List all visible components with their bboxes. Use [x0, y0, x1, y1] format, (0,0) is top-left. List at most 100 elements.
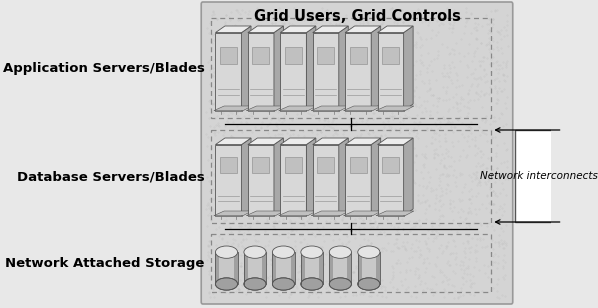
Point: [256, 48, 266, 53]
Point: [337, 73, 347, 78]
Point: [478, 59, 488, 64]
Point: [499, 276, 509, 281]
Point: [350, 32, 359, 37]
Point: [481, 91, 490, 96]
Point: [376, 134, 386, 139]
Point: [404, 219, 414, 224]
Point: [318, 126, 328, 131]
Point: [289, 58, 298, 63]
Point: [295, 290, 305, 295]
Point: [464, 205, 474, 210]
Point: [447, 30, 457, 35]
Point: [337, 97, 346, 102]
Point: [369, 110, 379, 115]
Point: [246, 172, 255, 176]
Point: [364, 10, 374, 15]
Point: [493, 266, 502, 271]
Point: [298, 128, 307, 133]
Point: [293, 162, 303, 167]
Point: [402, 9, 411, 14]
Point: [212, 66, 222, 71]
Point: [286, 226, 295, 231]
Point: [492, 289, 502, 294]
Point: [406, 194, 416, 199]
Point: [414, 273, 424, 278]
Point: [276, 58, 286, 63]
Point: [333, 283, 343, 288]
Point: [469, 280, 479, 285]
Point: [237, 283, 246, 288]
Point: [210, 132, 220, 137]
Point: [386, 107, 395, 112]
Point: [333, 179, 343, 184]
Point: [269, 273, 279, 278]
Point: [321, 10, 330, 14]
Point: [241, 237, 251, 242]
Point: [436, 204, 446, 209]
Point: [205, 272, 214, 277]
Point: [322, 54, 331, 59]
Point: [460, 254, 470, 259]
Point: [460, 250, 470, 255]
Point: [299, 108, 309, 113]
Point: [407, 39, 417, 44]
Point: [392, 244, 402, 249]
Point: [252, 211, 261, 216]
Point: [271, 84, 280, 89]
Point: [258, 165, 267, 170]
Point: [362, 89, 371, 94]
Point: [450, 20, 459, 25]
Point: [502, 12, 512, 17]
Point: [390, 214, 400, 219]
Point: [304, 270, 313, 275]
Point: [347, 69, 356, 74]
Point: [233, 286, 243, 290]
Point: [502, 147, 511, 152]
Point: [232, 202, 242, 207]
Point: [242, 67, 252, 72]
Point: [332, 11, 342, 16]
Point: [435, 96, 444, 101]
Point: [392, 286, 402, 291]
Point: [329, 162, 339, 167]
Point: [410, 269, 420, 274]
Point: [260, 258, 270, 263]
Point: [221, 200, 231, 205]
Point: [406, 201, 416, 205]
Point: [380, 122, 390, 127]
Point: [263, 158, 272, 163]
Point: [205, 196, 215, 201]
Polygon shape: [404, 26, 413, 111]
Point: [486, 122, 495, 127]
Point: [231, 160, 241, 165]
Point: [359, 59, 368, 64]
Point: [470, 48, 480, 53]
Point: [389, 179, 399, 184]
Point: [470, 248, 480, 253]
Point: [344, 52, 354, 57]
Point: [334, 236, 343, 241]
Point: [365, 151, 375, 156]
Point: [272, 124, 282, 129]
Point: [423, 245, 432, 250]
Point: [208, 65, 218, 70]
Point: [269, 9, 279, 14]
Point: [501, 65, 511, 70]
Point: [263, 122, 273, 127]
Point: [269, 79, 278, 84]
Point: [453, 295, 462, 300]
Point: [285, 217, 294, 222]
Point: [420, 152, 429, 157]
Point: [451, 100, 461, 105]
Point: [491, 67, 501, 72]
Point: [306, 86, 316, 91]
Point: [325, 29, 335, 34]
Point: [429, 292, 438, 297]
Point: [346, 79, 356, 84]
Point: [244, 155, 254, 160]
Point: [299, 222, 309, 227]
Point: [356, 146, 365, 151]
Point: [400, 105, 410, 110]
Point: [286, 143, 296, 148]
Point: [431, 262, 440, 267]
